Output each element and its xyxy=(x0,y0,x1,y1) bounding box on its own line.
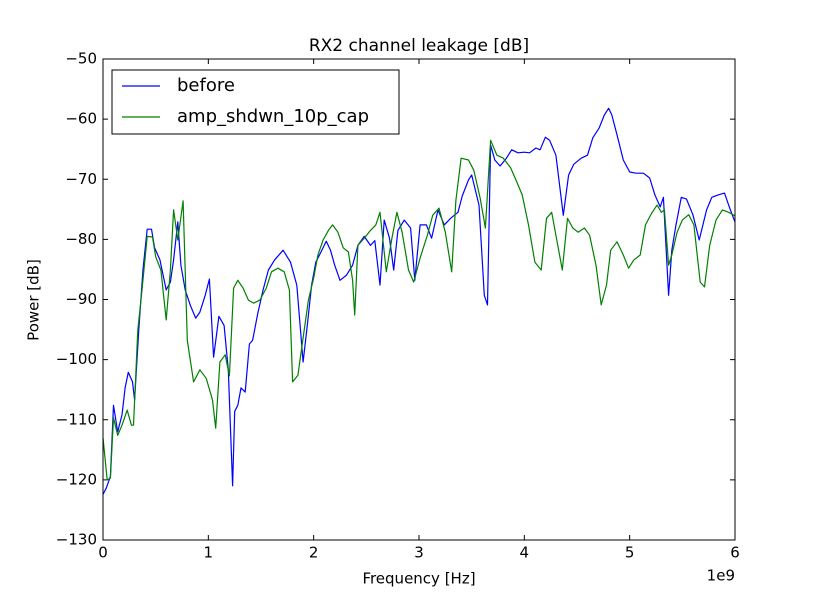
x-offset-label: 1e9 xyxy=(707,567,735,585)
legend-label: amp_shdwn_10p_cap xyxy=(177,106,369,127)
y-tick-label: −130 xyxy=(56,531,97,549)
y-tick-label: −120 xyxy=(56,470,97,488)
y-tick-label: −100 xyxy=(56,350,97,368)
legend-box xyxy=(111,69,400,135)
series-line xyxy=(103,139,735,481)
y-tick-label: −110 xyxy=(56,410,97,428)
y-tick-label: −50 xyxy=(65,50,97,68)
x-tick-label: 0 xyxy=(98,544,108,562)
y-tick-label: −70 xyxy=(65,170,97,188)
x-tick-label: 2 xyxy=(309,544,319,562)
x-tick-label: 1 xyxy=(204,544,214,562)
chart-title: RX2 channel leakage [dB] xyxy=(309,36,529,56)
y-tick-label: −60 xyxy=(65,110,97,128)
y-axis-label: Power [dB] xyxy=(25,259,43,341)
y-tick-label: −80 xyxy=(65,230,97,248)
legend-label: before xyxy=(177,75,235,96)
y-tick-label: −90 xyxy=(65,290,97,308)
series-line xyxy=(103,107,735,495)
x-axis-label: Frequency [Hz] xyxy=(362,570,475,588)
x-tick-label: 6 xyxy=(730,544,740,562)
plot-frame xyxy=(102,58,736,541)
x-tick-label: 5 xyxy=(625,544,635,562)
x-tick-label: 4 xyxy=(520,544,530,562)
x-tick-label: 3 xyxy=(414,544,424,562)
